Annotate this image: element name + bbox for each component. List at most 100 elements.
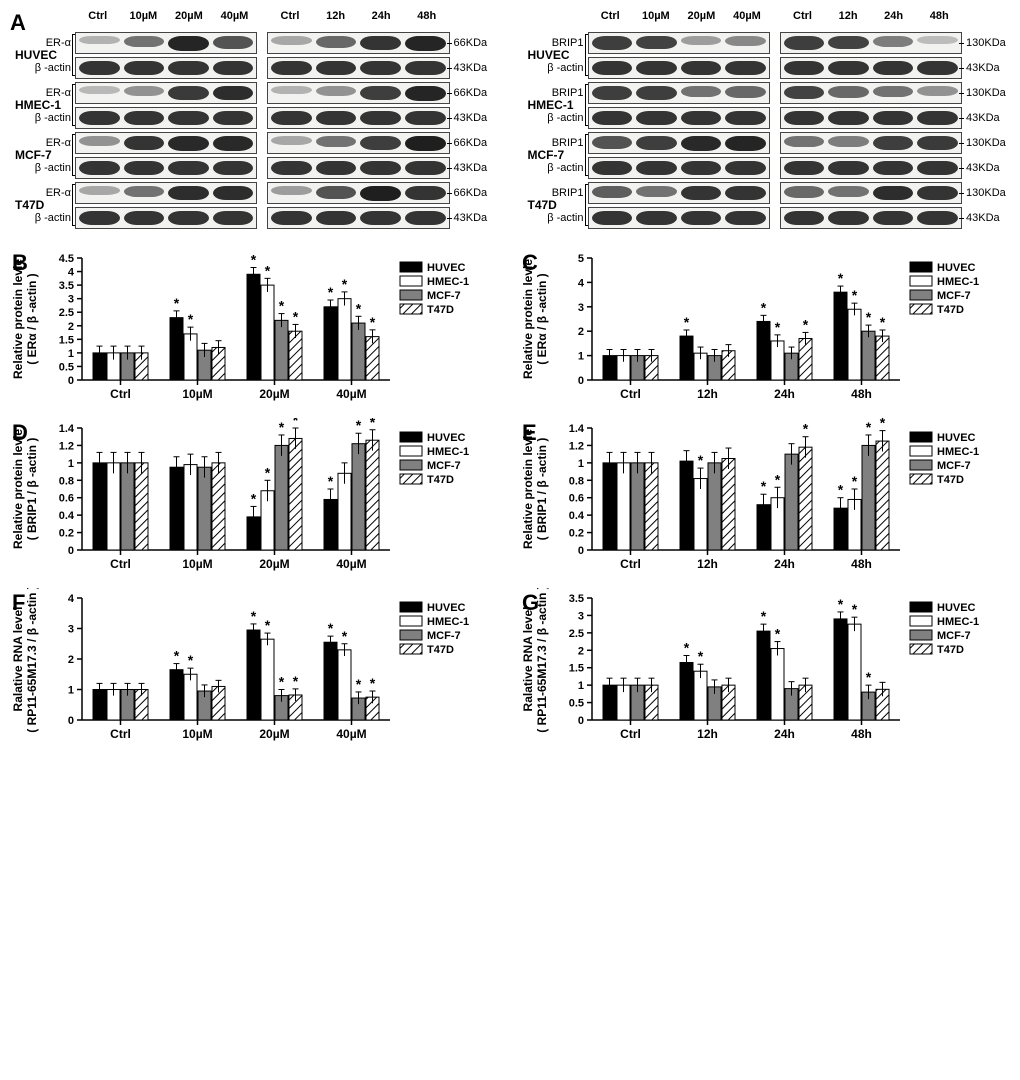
svg-text:2: 2	[578, 645, 584, 657]
svg-text:HMEC-1: HMEC-1	[427, 616, 469, 628]
blot-band	[873, 136, 914, 150]
lane-header: 20µM	[166, 10, 212, 30]
svg-text:T47D: T47D	[427, 474, 454, 486]
blot-band	[725, 211, 766, 226]
blot-row-era: ER-α	[75, 30, 257, 55]
svg-text:*: *	[279, 674, 285, 690]
blot-strip	[75, 107, 257, 129]
blot-band	[725, 111, 766, 126]
blot-band	[917, 61, 958, 76]
blot-row-brip1: BRIP1	[588, 30, 770, 55]
lane-header: Ctrl	[588, 10, 634, 30]
blot-strip	[780, 132, 962, 154]
svg-text:*: *	[698, 648, 704, 664]
svg-text:*: *	[761, 608, 767, 624]
blot-strip	[588, 57, 770, 79]
svg-text:Relative protein levle( BRIP1: Relative protein levle( BRIP1 / β -actin…	[521, 429, 549, 549]
blot-band	[213, 161, 254, 176]
svg-text:*: *	[370, 314, 376, 330]
svg-text:10µM: 10µM	[182, 557, 212, 571]
svg-text:1.5: 1.5	[569, 663, 584, 675]
blot-band	[784, 36, 825, 50]
blot-band	[873, 61, 914, 76]
blot-row-actin: β -actin	[75, 105, 257, 130]
svg-text:Ctrl: Ctrl	[620, 387, 641, 401]
svg-text:0: 0	[68, 715, 74, 727]
svg-text:*: *	[251, 251, 257, 267]
blot-strip	[75, 132, 257, 154]
svg-text:HMEC-1: HMEC-1	[937, 276, 979, 288]
svg-text:*: *	[761, 299, 767, 315]
lane-header: 12h	[313, 10, 359, 30]
svg-text:Relative protein levle( BRIP1: Relative protein levle( BRIP1 / β -actin…	[11, 429, 39, 549]
blot-band	[828, 86, 869, 98]
blot-band	[784, 186, 825, 198]
blot-band	[271, 61, 312, 76]
blot-strip	[267, 157, 449, 179]
svg-text:0.5: 0.5	[569, 698, 584, 710]
blot-band	[124, 61, 165, 76]
blot-era-half: HUVECHMEC-1MCF-7T47D Ctrl10µM20µM40µMER-…	[15, 10, 498, 230]
protein-name: ER-α	[27, 137, 71, 149]
svg-text:*: *	[803, 421, 809, 437]
blot-row-actin	[780, 105, 962, 130]
blot-strip	[267, 182, 449, 204]
svg-text:0.8: 0.8	[59, 475, 74, 487]
blot-band	[636, 36, 677, 50]
blot-band	[636, 186, 677, 198]
svg-text:HMEC-1: HMEC-1	[937, 616, 979, 628]
svg-text:*: *	[328, 620, 334, 636]
protein-name: β -actin	[540, 212, 584, 224]
svg-text:*: *	[279, 419, 285, 435]
blot-band	[124, 161, 165, 176]
svg-text:*: *	[775, 319, 781, 335]
blot-strip	[267, 57, 449, 79]
blot-strip	[267, 82, 449, 104]
blot-band	[271, 36, 312, 45]
svg-text:48h: 48h	[851, 387, 872, 401]
svg-text:MCF-7: MCF-7	[427, 290, 461, 302]
svg-text:HUVEC: HUVEC	[427, 262, 466, 274]
blot-band	[271, 186, 312, 196]
blot-row-actin	[780, 55, 962, 80]
kda-label: 130KDa	[962, 30, 1010, 55]
blot-band	[592, 111, 633, 126]
lane-header: 12h	[825, 10, 871, 30]
svg-text:HUVEC: HUVEC	[427, 602, 466, 614]
blot-band	[405, 36, 446, 51]
blot-band	[592, 86, 633, 100]
svg-text:3: 3	[68, 624, 74, 636]
svg-text:*: *	[852, 473, 858, 489]
blot-band	[636, 86, 677, 100]
svg-text:5: 5	[578, 253, 584, 265]
blot-row-actin	[267, 55, 449, 80]
blot-band	[784, 86, 825, 100]
blot-band	[636, 211, 677, 226]
blot-band	[828, 161, 869, 176]
svg-text:MCF-7: MCF-7	[937, 630, 971, 642]
svg-text:*: *	[279, 298, 285, 314]
kda-label: 43KDa	[962, 205, 1010, 230]
blot-row-actin	[267, 205, 449, 230]
blot-band	[592, 211, 633, 226]
svg-text:*: *	[265, 262, 271, 278]
svg-text:*: *	[838, 596, 844, 612]
kda-label: 130KDa	[962, 130, 1010, 155]
blot-band	[725, 36, 766, 47]
svg-text:*: *	[838, 482, 844, 498]
chart-b: B00.511.522.533.544.5Relative protein le…	[10, 248, 500, 408]
blot-band	[636, 61, 677, 76]
blot-strip	[267, 207, 449, 229]
protein-name: ER-α	[27, 87, 71, 99]
svg-text:3.5: 3.5	[59, 280, 74, 292]
svg-text:24h: 24h	[774, 387, 795, 401]
blot-strip	[588, 157, 770, 179]
blot-strip	[267, 132, 449, 154]
svg-text:20µM: 20µM	[259, 557, 289, 571]
blot-row-actin: β -actin	[588, 55, 770, 80]
lane-header: 48h	[916, 10, 962, 30]
blot-band	[271, 86, 312, 95]
blot-strip	[780, 57, 962, 79]
kda-label: 43KDa	[450, 205, 498, 230]
lane-header: 10µM	[633, 10, 679, 30]
